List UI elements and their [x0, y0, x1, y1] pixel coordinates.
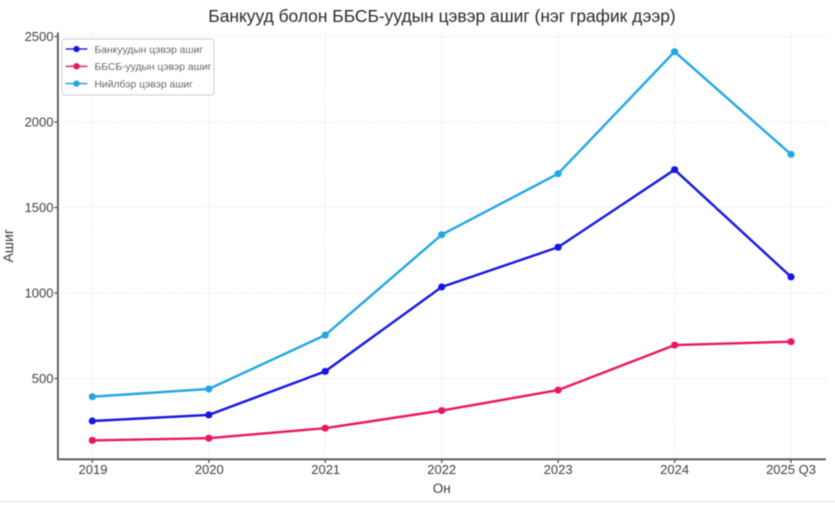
svg-text:Он: Он [433, 481, 451, 496]
svg-text:500: 500 [32, 371, 54, 386]
svg-text:2021: 2021 [311, 462, 340, 477]
svg-text:2500: 2500 [25, 29, 54, 44]
svg-text:2025 Q3: 2025 Q3 [766, 462, 816, 477]
svg-text:Нийлбэр цэвэр ашиг: Нийлбэр цэвэр ашиг [95, 78, 194, 90]
svg-text:2019: 2019 [79, 462, 108, 477]
svg-text:Банкуудын цэвэр ашиг: Банкуудын цэвэр ашиг [95, 45, 204, 56]
svg-text:1000: 1000 [25, 286, 54, 301]
svg-text:2000: 2000 [25, 115, 54, 130]
svg-text:2024: 2024 [660, 462, 689, 477]
svg-text:2023: 2023 [544, 462, 573, 477]
svg-text:Банкууд болон ББСБ-уудын цэвэр: Банкууд болон ББСБ-уудын цэвэр ашиг (нэг… [208, 6, 675, 26]
svg-text:Ашиг: Ашиг [0, 229, 16, 262]
svg-text:2020: 2020 [195, 462, 224, 477]
svg-text:2022: 2022 [427, 462, 456, 477]
svg-text:1500: 1500 [25, 200, 54, 215]
svg-text:ББСБ-уудын цэвэр ашиг: ББСБ-уудын цэвэр ашиг [95, 62, 212, 73]
